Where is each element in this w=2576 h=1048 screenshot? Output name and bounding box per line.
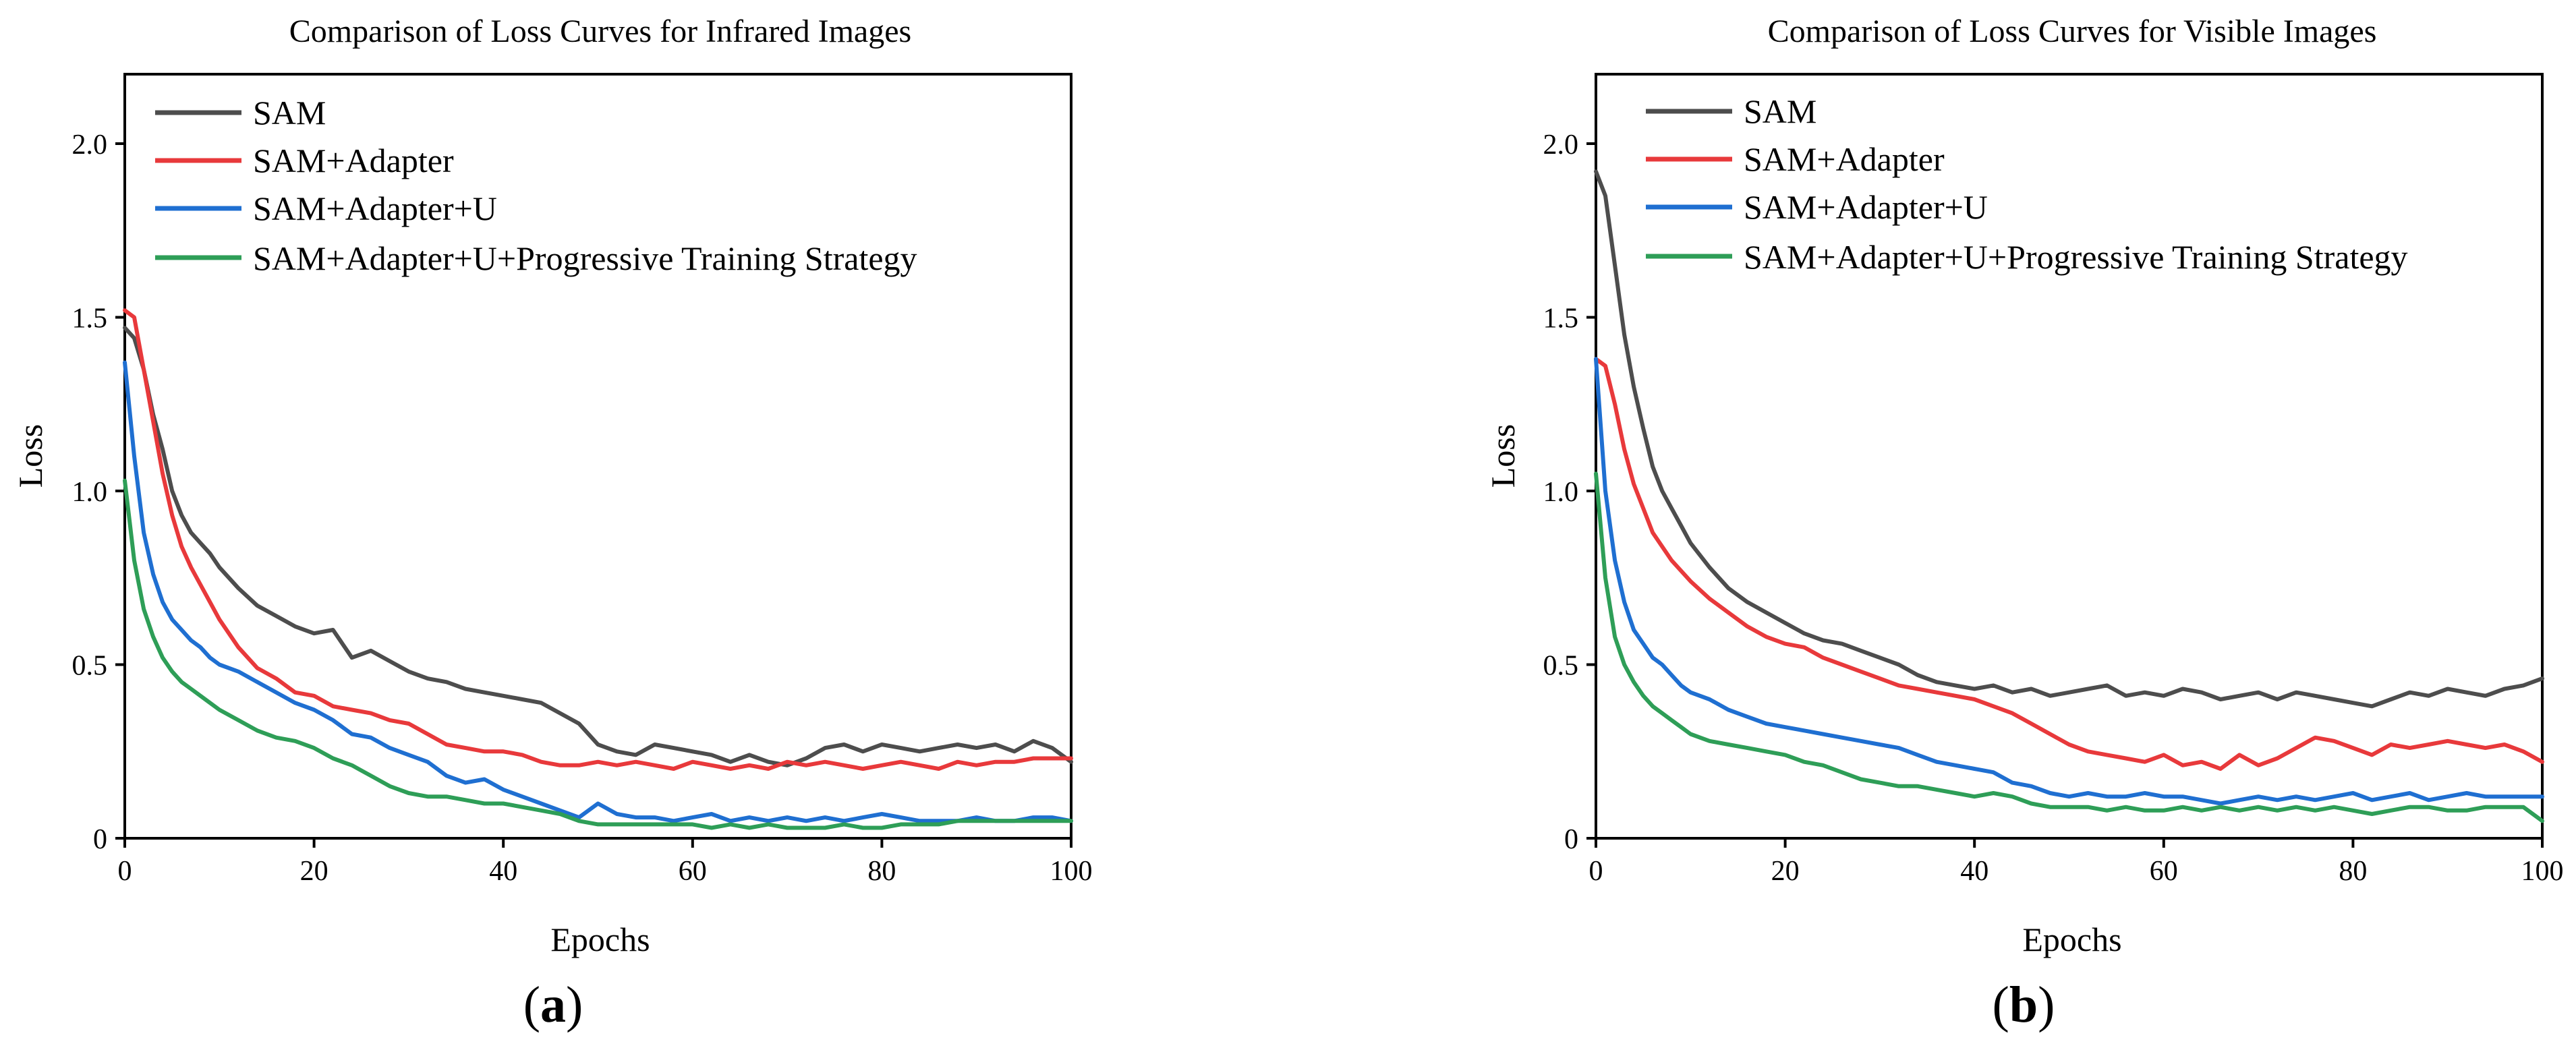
- x-tick-label: 0: [118, 856, 132, 887]
- y-axis-label: Loss: [1484, 424, 1522, 488]
- y-tick-label: 1.0: [72, 477, 108, 508]
- axis-ticks: 0 20 40 60 80 100 0 0.5 1.0 1.5 2.0: [72, 129, 1093, 887]
- x-tick-label: 60: [2150, 856, 2178, 887]
- legend-label-progressive: SAM+Adapter+U+Progressive Training Strat…: [253, 239, 917, 277]
- panel-label-open: (: [523, 977, 540, 1033]
- legend-label-sam-adapter: SAM+Adapter: [253, 142, 454, 179]
- x-tick-label: 20: [300, 856, 328, 887]
- x-tick-label: 100: [2521, 856, 2564, 887]
- plot-frame: [1595, 73, 2544, 840]
- y-tick-label: 0: [93, 824, 107, 855]
- legend-label-sam: SAM: [253, 94, 326, 132]
- y-tick-label: 1.0: [1543, 477, 1579, 508]
- legend-label-sam-adapter: SAM+Adapter: [1744, 140, 1945, 178]
- series-line-sam-adapter-u-progressive-training-strategy: [123, 478, 1073, 830]
- panel-label-b: (b): [1993, 977, 2055, 1033]
- panel-label-letter: b: [2009, 977, 2038, 1033]
- x-tick-label: 20: [1771, 856, 1800, 887]
- x-tick-label: 40: [1960, 856, 1988, 887]
- y-tick-label: 0.5: [1543, 651, 1579, 682]
- y-tick-label: 0: [1564, 824, 1578, 855]
- legend-label-progressive: SAM+Adapter+U+Progressive Training Strat…: [1744, 238, 2408, 276]
- y-axis-label: Loss: [11, 424, 49, 488]
- axis-ticks: 0 20 40 60 80 100 0 0.5 1.0 1.5 2.0: [1543, 129, 2564, 887]
- panel-label-a: (a): [523, 977, 583, 1033]
- series-line-sam-adapter: [123, 308, 1073, 771]
- legend: SAM SAM+Adapter SAM+Adapter+U SAM+Adapte…: [1646, 92, 2408, 276]
- chart-title: Comparison of Loss Curves for Infrared I…: [289, 13, 911, 49]
- series-line-sam-adapter: [1594, 357, 2544, 771]
- series-line-sam: [123, 326, 1073, 767]
- panel-label-letter: a: [540, 977, 566, 1033]
- series-lines: [1594, 169, 2544, 823]
- x-tick-label: 0: [1589, 856, 1603, 887]
- series-line-sam-adapter-u: [1594, 357, 2544, 806]
- series-line-sam: [1594, 169, 2544, 709]
- y-tick-label: 2.0: [1543, 129, 1579, 161]
- series-lines: [123, 308, 1073, 830]
- series-line-sam-adapter-u: [123, 360, 1073, 823]
- x-tick-label: 80: [2339, 856, 2367, 887]
- x-tick-label: 100: [1050, 856, 1093, 887]
- panel-label-close: ): [566, 977, 583, 1033]
- legend-label-sam: SAM: [1744, 92, 1816, 130]
- panel-label-close: ): [2038, 977, 2055, 1033]
- x-axis-label: Epochs: [550, 921, 650, 958]
- plot-frame: [123, 73, 1072, 840]
- panel-label-open: (: [1993, 977, 2009, 1033]
- legend-label-sam-adapter-u: SAM+Adapter+U: [1744, 188, 1988, 226]
- chart-visible: Comparison of Loss Curves for Visible Im…: [1484, 13, 2564, 1033]
- y-tick-label: 1.5: [1543, 303, 1579, 334]
- chart-infrared: Comparison of Loss Curves for Infrared I…: [11, 13, 1093, 1033]
- series-line-sam-adapter-u-progressive-training-strategy: [1594, 471, 2544, 823]
- x-tick-label: 60: [679, 856, 707, 887]
- x-tick-label: 80: [867, 856, 896, 887]
- y-tick-label: 1.5: [72, 303, 108, 334]
- chart-title: Comparison of Loss Curves for Visible Im…: [1768, 13, 2377, 49]
- x-tick-label: 40: [489, 856, 517, 887]
- legend-label-sam-adapter-u: SAM+Adapter+U: [253, 190, 497, 227]
- y-tick-label: 2.0: [72, 129, 108, 161]
- x-axis-label: Epochs: [2022, 921, 2121, 958]
- legend: SAM SAM+Adapter SAM+Adapter+U SAM+Adapte…: [155, 94, 917, 277]
- y-tick-label: 0.5: [72, 651, 108, 682]
